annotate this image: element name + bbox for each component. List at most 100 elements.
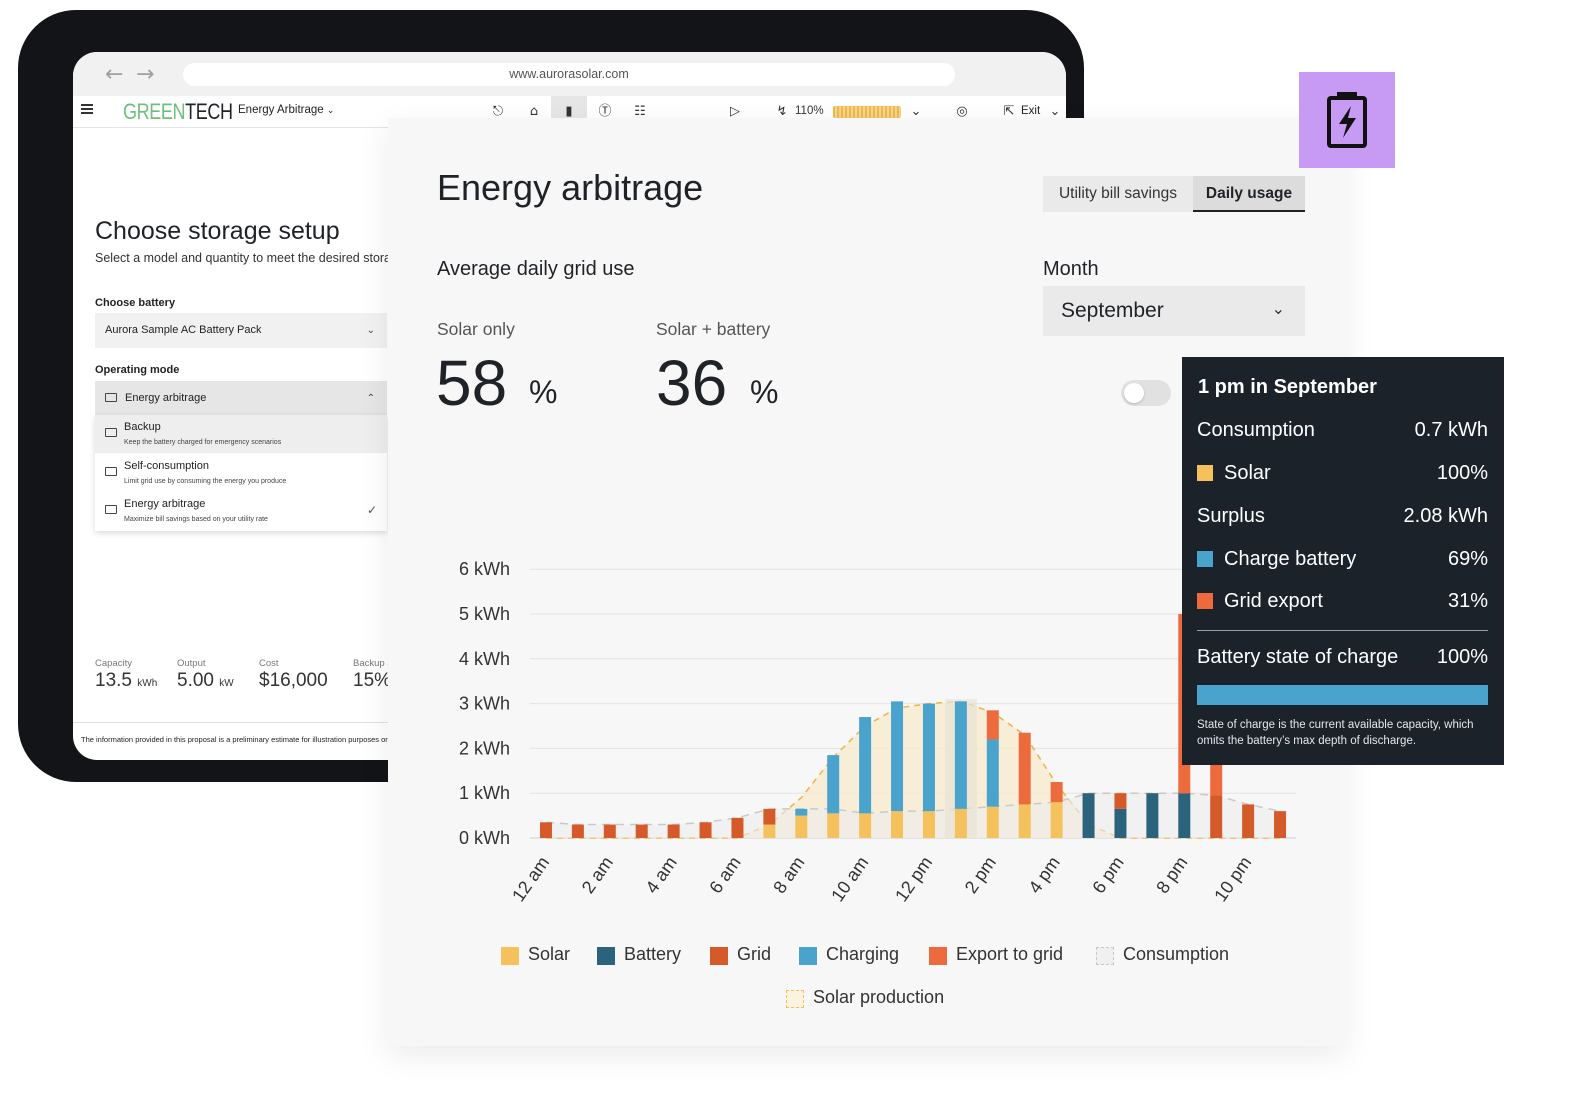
x-tick-label: 8 pm	[1152, 853, 1191, 897]
consumption-area	[545, 793, 1281, 838]
bar-grid	[731, 817, 744, 838]
option-desc: Maximize bill savings based on your util…	[124, 516, 268, 523]
mode-icon	[105, 393, 117, 402]
bar-solar	[859, 813, 872, 838]
bar-solar	[795, 815, 808, 838]
bar-solar	[954, 808, 967, 838]
bar-grid	[1114, 793, 1127, 809]
y-tick-label: 2 kWh	[459, 738, 510, 758]
x-tick-label: 6 am	[705, 853, 744, 897]
setup-subtitle: Select a model and quantity to meet the …	[95, 251, 392, 265]
legend-solar-production: Solar production	[813, 987, 945, 1007]
x-tick-label: 6 pm	[1088, 853, 1127, 897]
y-tick-label: 1 kWh	[459, 783, 510, 803]
tooltip-divider	[1197, 630, 1488, 631]
operating-mode-value: Energy arbitrage	[125, 392, 207, 404]
state-of-charge-bar	[1197, 685, 1488, 705]
export-swatch	[1197, 593, 1213, 609]
bar-solar	[1050, 802, 1063, 838]
option-title: Self-consumption	[124, 460, 209, 472]
tooltip-surplus-row: Surplus 2.08 kWh	[1197, 505, 1488, 527]
legend-solar-production-swatch	[786, 990, 804, 1008]
y-tick-label: 6 kWh	[459, 559, 510, 579]
disclaimer: The information provided in this proposa…	[81, 735, 390, 744]
battery-icon	[105, 428, 117, 437]
chevron-down-icon[interactable]: ⌄	[1049, 104, 1061, 119]
tooltip-title: 1 pm in September	[1198, 376, 1377, 398]
mode-option-backup[interactable]: Backup Keep the battery charged for emer…	[95, 415, 387, 453]
home-icon[interactable]: ⌂	[529, 104, 539, 119]
tab-utility-bill-savings[interactable]: Utility bill savings	[1058, 185, 1177, 202]
mode-select[interactable]: Energy Arbitrage ⌄	[238, 104, 334, 116]
check-icon: ✓	[366, 503, 377, 517]
back-arrow-icon[interactable]: ←	[105, 62, 124, 87]
chevron-down-icon: ⌄	[1271, 299, 1285, 318]
x-tick-label: 12 am	[508, 853, 553, 905]
bar-export-to-grid	[1050, 782, 1063, 803]
view-tabs: Utility bill savings Daily usage	[1043, 176, 1305, 212]
bar-solar	[986, 806, 999, 838]
consumption-line	[545, 792, 1281, 826]
daily-usage-chart: 0 kWh 1 kWh 2 kWh 3 kWh 4 kWh 5 kWh 6 kWh 12 am…	[459, 559, 1296, 905]
y-tick-label: 4 kWh	[459, 649, 510, 669]
dollar-icon[interactable]: Ⓣ	[598, 104, 612, 119]
solar-battery-unit: %	[750, 374, 779, 410]
document-icon[interactable]: ☷	[634, 104, 646, 119]
y-tick-label: 5 kWh	[459, 604, 510, 624]
bar-battery	[1082, 793, 1095, 838]
battery-select[interactable]: Aurora Sample AC Battery Pack ⌄	[95, 313, 387, 348]
tooltip-soc-row: Battery state of charge 100%	[1197, 646, 1488, 668]
legend-battery: Battery	[624, 944, 682, 964]
solar-production-area	[545, 701, 1281, 838]
bar-charging	[859, 717, 872, 814]
x-tick-label: 8 am	[769, 853, 808, 897]
help-icon[interactable]: ◎	[956, 104, 968, 119]
bar-solar	[827, 813, 840, 838]
play-icon[interactable]: ▷	[730, 104, 740, 119]
option-title: Backup	[124, 421, 161, 433]
url-bar[interactable]: www.aurorasolar.com	[183, 63, 955, 86]
bar-grid	[667, 824, 680, 838]
bar-charging	[954, 701, 967, 809]
operating-mode-select[interactable]: Energy arbitrage ⌃	[95, 381, 387, 416]
tooltip-charge-row: Charge battery 69%	[1197, 548, 1488, 572]
forward-arrow-icon[interactable]: →	[136, 62, 155, 87]
menu-icon[interactable]	[81, 104, 93, 114]
plug-icon[interactable]: ⎋	[492, 104, 504, 119]
exit-button[interactable]: Exit	[1021, 105, 1041, 117]
bar-grid	[603, 824, 616, 838]
zoom-bar[interactable]	[833, 106, 901, 118]
legend-charging-swatch	[799, 947, 817, 965]
browser-bar: ← → www.aurorasolar.com	[73, 52, 1066, 96]
bar-grid	[571, 824, 584, 838]
bar-solar	[891, 811, 904, 838]
bar-grid	[699, 822, 712, 838]
chart-toggle[interactable]	[1121, 380, 1171, 406]
legend-grid: Grid	[737, 944, 772, 964]
mode-select-label: Energy Arbitrage	[238, 104, 324, 116]
y-tick-label: 0 kWh	[459, 828, 510, 848]
stat-backup-label: Backup allo	[353, 658, 403, 669]
solar-only-value: 58	[436, 347, 508, 419]
mode-option-energy-arbitrage[interactable]: Energy arbitrage Maximize bill savings b…	[95, 492, 387, 530]
charging-swatch	[1197, 551, 1213, 567]
bar-grid	[1210, 795, 1223, 838]
bar-battery	[1178, 793, 1191, 838]
mode-option-self-consumption[interactable]: Self-consumption Limit grid use by consu…	[95, 454, 387, 492]
tab-daily-usage[interactable]: Daily usage	[1193, 176, 1305, 212]
stat-output-label: Output	[177, 658, 206, 669]
arbitrage-icon	[105, 505, 117, 514]
toggle-knob	[1124, 383, 1144, 403]
chevron-up-icon: ⌃	[366, 393, 375, 404]
solar-battery-value: 36	[656, 347, 728, 419]
month-select[interactable]: September ⌄	[1043, 286, 1305, 336]
exit-icon[interactable]: ⇱	[1003, 104, 1015, 119]
bar-export-to-grid	[986, 710, 999, 740]
average-grid-use-title: Average daily grid use	[437, 258, 635, 280]
bar-battery	[1146, 793, 1159, 838]
card-title: Energy arbitrage	[437, 167, 704, 208]
chevron-down-icon[interactable]: ⌄	[910, 104, 922, 119]
x-tick-label: 4 am	[642, 853, 681, 897]
battery-bolt-icon	[1327, 92, 1367, 148]
bar-charging	[827, 755, 840, 814]
